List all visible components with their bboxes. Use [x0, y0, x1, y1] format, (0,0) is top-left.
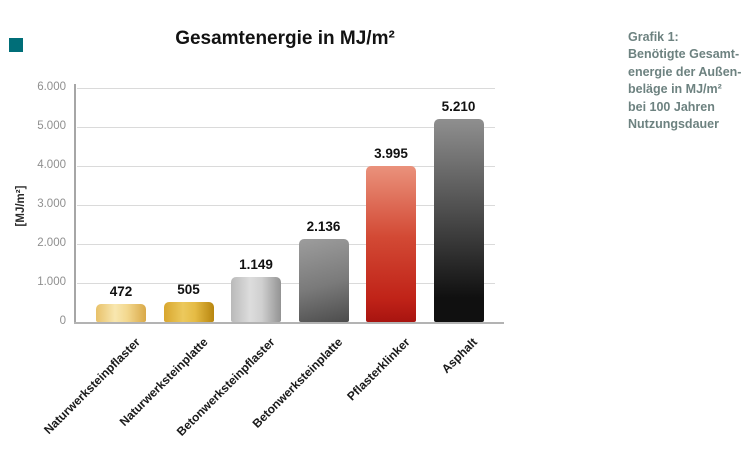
- y-axis-line: [74, 84, 76, 324]
- y-tick-label: 2.000: [37, 237, 66, 249]
- y-tick-label: 0: [59, 315, 66, 327]
- gridline-1000: [77, 283, 495, 284]
- bar-5: [366, 166, 416, 322]
- x-axis-category-label: Pflasterklinker: [344, 335, 413, 404]
- y-tick-label: 6.000: [37, 81, 66, 93]
- bar-value-label: 2.136: [306, 218, 341, 234]
- bar-4: [298, 238, 349, 322]
- gridline-6000: [77, 88, 495, 89]
- figure-marker-square: [9, 38, 23, 52]
- bar-2: [163, 302, 214, 322]
- gridline-3000: [77, 205, 495, 206]
- x-axis-category-label: Asphalt: [439, 335, 481, 377]
- gridline-4000: [77, 166, 495, 167]
- x-axis-baseline: [74, 322, 504, 324]
- bar-3: [231, 277, 281, 322]
- y-tick-label: 5.000: [37, 120, 66, 132]
- gridline-5000: [77, 127, 495, 128]
- chart-title: Gesamtenergie in MJ/m²: [175, 28, 395, 49]
- y-tick-label: 3.000: [37, 198, 66, 210]
- bar-6: [433, 118, 484, 322]
- figure-caption: Grafik 1: Benötigte Gesamt- energie der …: [628, 30, 742, 132]
- bar-value-label: 1.149: [239, 257, 273, 273]
- bar-value-label: 5.210: [441, 98, 476, 114]
- y-tick-label: 1.000: [37, 276, 66, 288]
- bar-1: [96, 303, 146, 322]
- plot-area: 472 Naturwerksteinpflaster 505 Naturwerkste…: [41, 88, 495, 439]
- bar-value-label: 3.995: [374, 146, 408, 162]
- bar-value-label: 472: [109, 283, 133, 299]
- y-tick-label: 4.000: [37, 159, 66, 171]
- gridline-2000: [77, 244, 495, 245]
- bar-value-label: 505: [177, 282, 200, 298]
